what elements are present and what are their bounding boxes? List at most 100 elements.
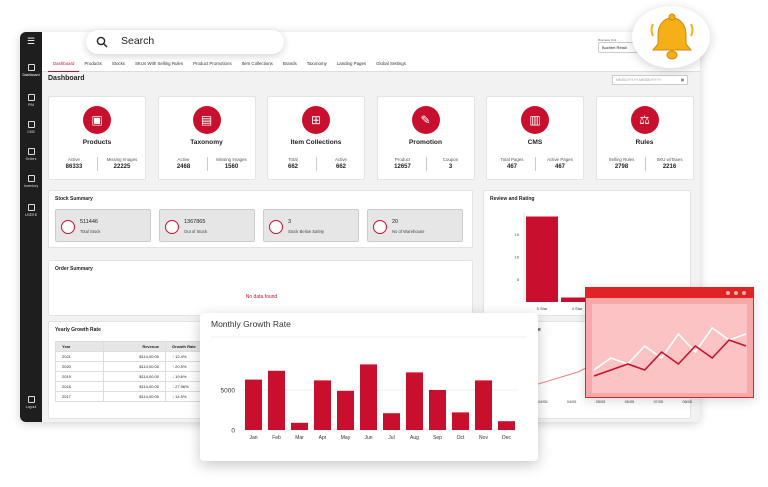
year-cell: 2020: [55, 361, 104, 372]
order-summary-title: Order Summary: [55, 266, 93, 272]
module-card-cms[interactable]: ▥ CMS Total Pages 467 Active Pages 467: [486, 96, 584, 180]
yearly-growth-title: Yearly Growth Rate: [55, 327, 101, 333]
x-tick-label: Jul: [388, 435, 394, 441]
sidebar-item-dashboard[interactable]: Dashboard: [20, 64, 42, 77]
growth-cell: ↓ 14.5%: [165, 391, 203, 402]
year-cell: 2017: [55, 391, 104, 402]
stock-value: 3: [288, 219, 292, 225]
tab-global-settings[interactable]: Global Settings: [376, 61, 406, 66]
module-card-item-collections[interactable]: ⊞ Item Collections Total 662 Active 662: [267, 96, 365, 180]
review-rating-title: Review and Rating: [490, 196, 535, 202]
module-title: Products: [82, 139, 112, 146]
tab-item-collections[interactable]: Item Collections: [241, 61, 273, 66]
monthly-growth-chart: 0 5000 Jan Feb Mar Apr May Jun Jul Aug Sep Oct Nov De…: [211, 336, 527, 441]
stock-tile[interactable]: 20 No of Warehouse: [367, 209, 463, 242]
module-stat-value: 1560: [224, 164, 239, 170]
sidebar-item-label: PIM: [27, 103, 35, 107]
module-stat: SKU w/Taxes 2216: [646, 157, 694, 170]
sidebar-item-orders[interactable]: Orders: [20, 148, 42, 161]
business-unit-value: Buchtel Retail: [602, 45, 627, 50]
module-stat-value: 12657: [394, 164, 411, 170]
growth-cell: ↑ 12.4%: [165, 351, 203, 362]
monthly-bar: [452, 412, 469, 430]
tab-dashboard[interactable]: Dashboard: [48, 56, 80, 72]
tab-landing-pages[interactable]: Landing Pages: [336, 61, 367, 66]
x-tick-label: Jan: [249, 435, 257, 441]
module-stat: Selling Rules 2798: [598, 157, 646, 170]
inventory-icon: [27, 175, 35, 182]
monthly-growth-title: Monthly Growth Rate: [211, 319, 291, 329]
module-stat-value: 662: [335, 164, 346, 170]
growth-value: 27.96%: [175, 384, 189, 389]
module-stat-label: Active: [335, 157, 347, 162]
module-card-products[interactable]: ▣ Products Active 86333 Missing Images 22225: [48, 96, 146, 180]
menu-icon[interactable]: ☰: [26, 36, 36, 46]
logout-icon: [27, 396, 35, 403]
module-card-promotion[interactable]: ✎ Promotion Product 12657 Coupon 3: [376, 96, 475, 180]
sidebar-item-inventory[interactable]: Inventory: [20, 175, 42, 188]
trend-window: [585, 287, 754, 398]
tab-bar: Dashboard Products Stocks SKUs With Selling…: [42, 56, 700, 72]
x-tick-label: May: [341, 435, 351, 441]
y-tick-label: 15: [515, 232, 520, 237]
stock-icon: [61, 220, 75, 234]
cms-icon: [27, 121, 35, 128]
monthly-bar: [337, 390, 354, 430]
monthly-bar: [429, 390, 446, 430]
date-range-input[interactable]: MM/DD/YYYY-MM/DD/YYYY ▦: [612, 75, 688, 85]
window-dot-icon[interactable]: [726, 291, 730, 295]
window-dot-icon[interactable]: [734, 291, 738, 295]
sidebar-item-logout[interactable]: Logout: [20, 396, 42, 409]
dashboard-icon: [27, 64, 35, 71]
module-stat-value: 467: [506, 164, 517, 170]
search-input[interactable]: Search: [121, 35, 155, 47]
promotion-icon: ✎: [411, 106, 440, 134]
monthly-bar: [291, 422, 308, 430]
growth-cell: ↓ 19.6%: [165, 371, 203, 382]
stock-tile[interactable]: 511446 Total Stock: [55, 209, 151, 242]
tab-taxonomy[interactable]: Taxonomy: [306, 61, 327, 66]
monthly-bar: [314, 380, 331, 430]
stock-icon: [269, 220, 283, 234]
tab-products[interactable]: Products: [84, 61, 102, 66]
search-bar[interactable]: Search: [86, 30, 284, 54]
monthly-bar: [406, 372, 423, 430]
tab-brands[interactable]: Brands: [282, 61, 297, 66]
table-row: 2020 $114,00.00 ↑ 20.5%: [55, 361, 203, 372]
table-row: 2017 $114,00.00 ↓ 14.5%: [55, 391, 203, 402]
growth-value: 20.5%: [175, 364, 187, 369]
revenue-cell: $114,00.00: [103, 391, 166, 402]
module-stat-label: Active Pages: [547, 157, 573, 162]
module-stat-label: Coupon: [442, 157, 459, 162]
stock-value: 20: [392, 219, 399, 225]
stock-tile[interactable]: 1367865 Out of Stock: [159, 209, 255, 242]
y-tick-label: 5: [517, 277, 520, 282]
sidebar-item-cms[interactable]: CMS: [20, 121, 42, 134]
module-stat-label: Selling Rules: [608, 157, 635, 162]
item-collections-icon: ⊞: [302, 106, 330, 134]
column-header: Revenue: [103, 341, 166, 352]
module-stat-label: Missing Images: [216, 157, 247, 162]
module-stat-label: Active: [68, 157, 80, 162]
tab-stocks[interactable]: Stocks: [111, 61, 125, 66]
x-tick-label: 4 Star: [572, 306, 583, 311]
module-stat-value: 2468: [176, 164, 191, 170]
revenue-cell: $114,00.00: [103, 361, 166, 372]
module-card-taxonomy[interactable]: ▤ Taxonomy Active 2468 Missing Images 1560: [157, 96, 256, 180]
monthly-bar: [475, 380, 492, 430]
monthly-bar: [268, 370, 285, 430]
module-divider: [644, 157, 646, 171]
module-card-rules[interactable]: ⚖ Rules Selling Rules 2798 SKU w/Taxes 2216: [595, 96, 694, 180]
date-range-placeholder: MM/DD/YYYY-MM/DD/YYYY: [616, 78, 662, 82]
stock-tile[interactable]: 3 Stock Below Safety: [263, 209, 359, 242]
module-glyph-icon: ▣: [91, 113, 103, 127]
tab-product-promotions[interactable]: Product Promotions: [193, 61, 232, 66]
sidebar-item-pim[interactable]: PIM: [20, 94, 42, 107]
tab-skus-with-selling-rules[interactable]: SKUs With Selling Rules: [135, 61, 184, 66]
notification-bell-button[interactable]: [632, 6, 710, 68]
module-title: Rules: [635, 139, 654, 146]
growth-value: 19.6%: [175, 374, 187, 379]
sidebar-item-users[interactable]: USERS: [20, 204, 42, 217]
window-dot-icon[interactable]: [742, 291, 746, 295]
business-unit-label: Business Unit: [598, 38, 617, 42]
